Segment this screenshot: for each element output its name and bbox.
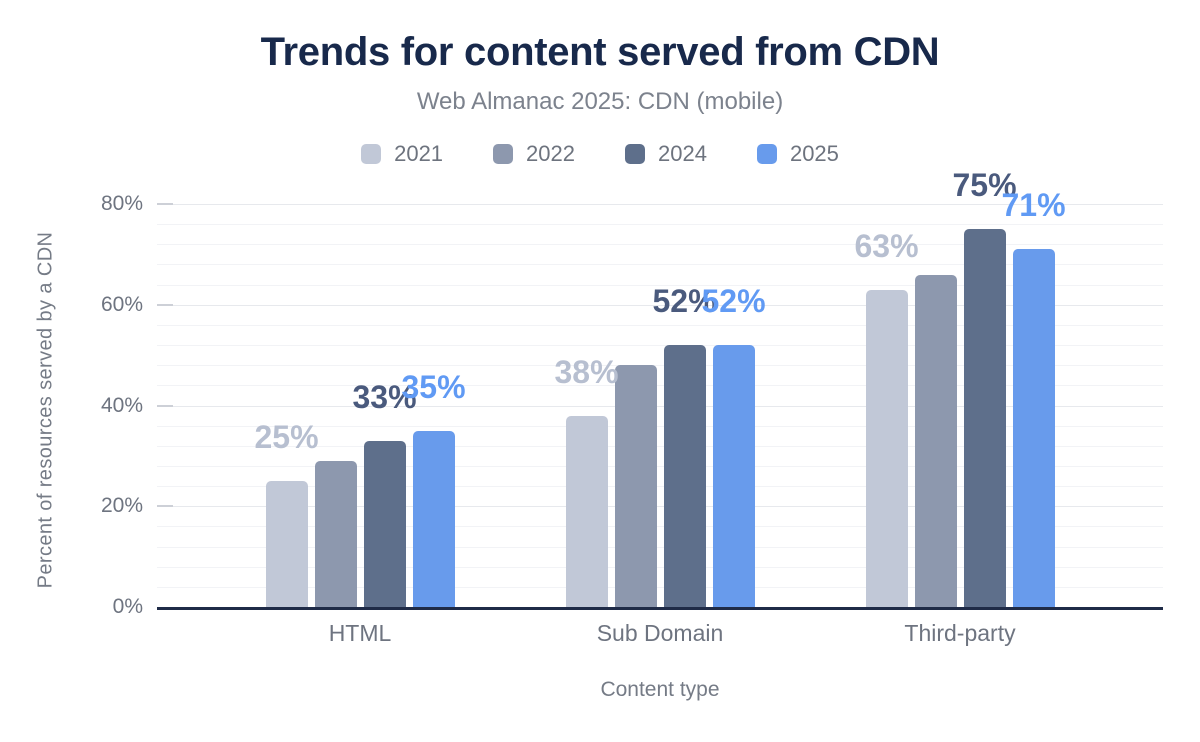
bar-2024-html[interactable] — [363, 440, 406, 607]
bar-2024-sub-domain[interactable] — [663, 345, 706, 607]
bar-2022-html[interactable] — [314, 460, 357, 607]
minor-gridline — [157, 566, 1163, 568]
chart-subtitle: Web Almanac 2025: CDN (mobile) — [416, 88, 784, 115]
major-gridline — [157, 204, 1163, 205]
minor-gridline — [157, 365, 1163, 367]
bar-2025-third-party[interactable] — [1012, 249, 1055, 607]
minor-gridline — [157, 264, 1163, 266]
y-tick-label: 40% — [100, 393, 143, 417]
x-axis-title: Content type — [600, 678, 720, 701]
y-tick-mark — [157, 203, 173, 205]
minor-gridline — [157, 445, 1163, 447]
bar-2025-html[interactable] — [412, 430, 455, 607]
bar-2021-third-party[interactable] — [865, 289, 908, 607]
legend-item-2022: 2022 — [493, 141, 575, 167]
bar-value-label: 38% — [554, 353, 619, 390]
y-axis-title: Percent of resources served by a CDN — [34, 231, 57, 589]
bar-2024-third-party[interactable] — [963, 229, 1006, 607]
x-axis-line — [157, 607, 1163, 610]
legend-swatch-2022 — [493, 144, 514, 164]
bar-2021-sub-domain[interactable] — [565, 415, 608, 607]
legend-label: 2021 — [394, 141, 444, 166]
x-tick-label: Third-party — [904, 620, 1016, 646]
bar-value-label: 25% — [254, 419, 319, 456]
legend-label: 2024 — [658, 141, 707, 166]
minor-gridline — [157, 425, 1163, 427]
legend-label: 2022 — [526, 141, 575, 166]
bar-value-label: 35% — [401, 368, 466, 405]
bar-2021-html[interactable] — [265, 481, 308, 607]
y-tick-mark — [157, 404, 173, 407]
legend-swatch-2025 — [756, 144, 777, 164]
major-gridline — [157, 506, 1163, 508]
chart-title: Trends for content served from CDN — [260, 30, 940, 74]
legend-swatch-2024 — [625, 144, 645, 164]
bar-value-label: 71% — [1001, 187, 1066, 224]
minor-gridline — [157, 224, 1163, 226]
bar-value-label: 63% — [854, 227, 919, 264]
y-tick-mark — [157, 505, 173, 508]
legend-item-2025: 2025 — [756, 141, 839, 167]
minor-gridline — [157, 385, 1163, 387]
bar-value-label: 52% — [701, 283, 766, 320]
minor-gridline — [157, 486, 1163, 488]
x-tick-label: Sub Domain — [596, 620, 724, 646]
y-tick-label: 60% — [100, 292, 143, 316]
major-gridline — [157, 304, 1163, 306]
bar-value-label: 52% — [652, 283, 717, 320]
minor-gridline — [157, 586, 1163, 588]
y-tick-mark — [157, 303, 173, 306]
y-tick-label: 20% — [100, 494, 143, 518]
legend-label: 2025 — [789, 141, 839, 166]
legend-item-2021: 2021 — [361, 141, 443, 167]
bar-value-label: 75% — [952, 167, 1017, 204]
y-tick-label: 0% — [112, 595, 143, 618]
minor-gridline — [157, 244, 1163, 246]
bar-2025-sub-domain[interactable] — [712, 345, 755, 607]
chart-legend: 2021 2022 2024 2025 — [0, 141, 1200, 167]
minor-gridline — [157, 345, 1163, 347]
legend-item-2024: 2024 — [625, 141, 707, 167]
major-gridline — [157, 405, 1163, 407]
minor-gridline — [157, 526, 1163, 528]
bar-2022-third-party[interactable] — [914, 274, 957, 607]
bar-value-label: 33% — [352, 378, 417, 415]
minor-gridline — [157, 324, 1163, 326]
minor-gridline — [157, 546, 1163, 548]
bar-2022-sub-domain[interactable] — [614, 365, 657, 607]
minor-gridline — [157, 465, 1163, 467]
legend-swatch-2021 — [361, 144, 382, 164]
x-tick-label: HTML — [328, 620, 392, 646]
y-tick-label: 80% — [100, 192, 143, 215]
minor-gridline — [157, 284, 1163, 286]
